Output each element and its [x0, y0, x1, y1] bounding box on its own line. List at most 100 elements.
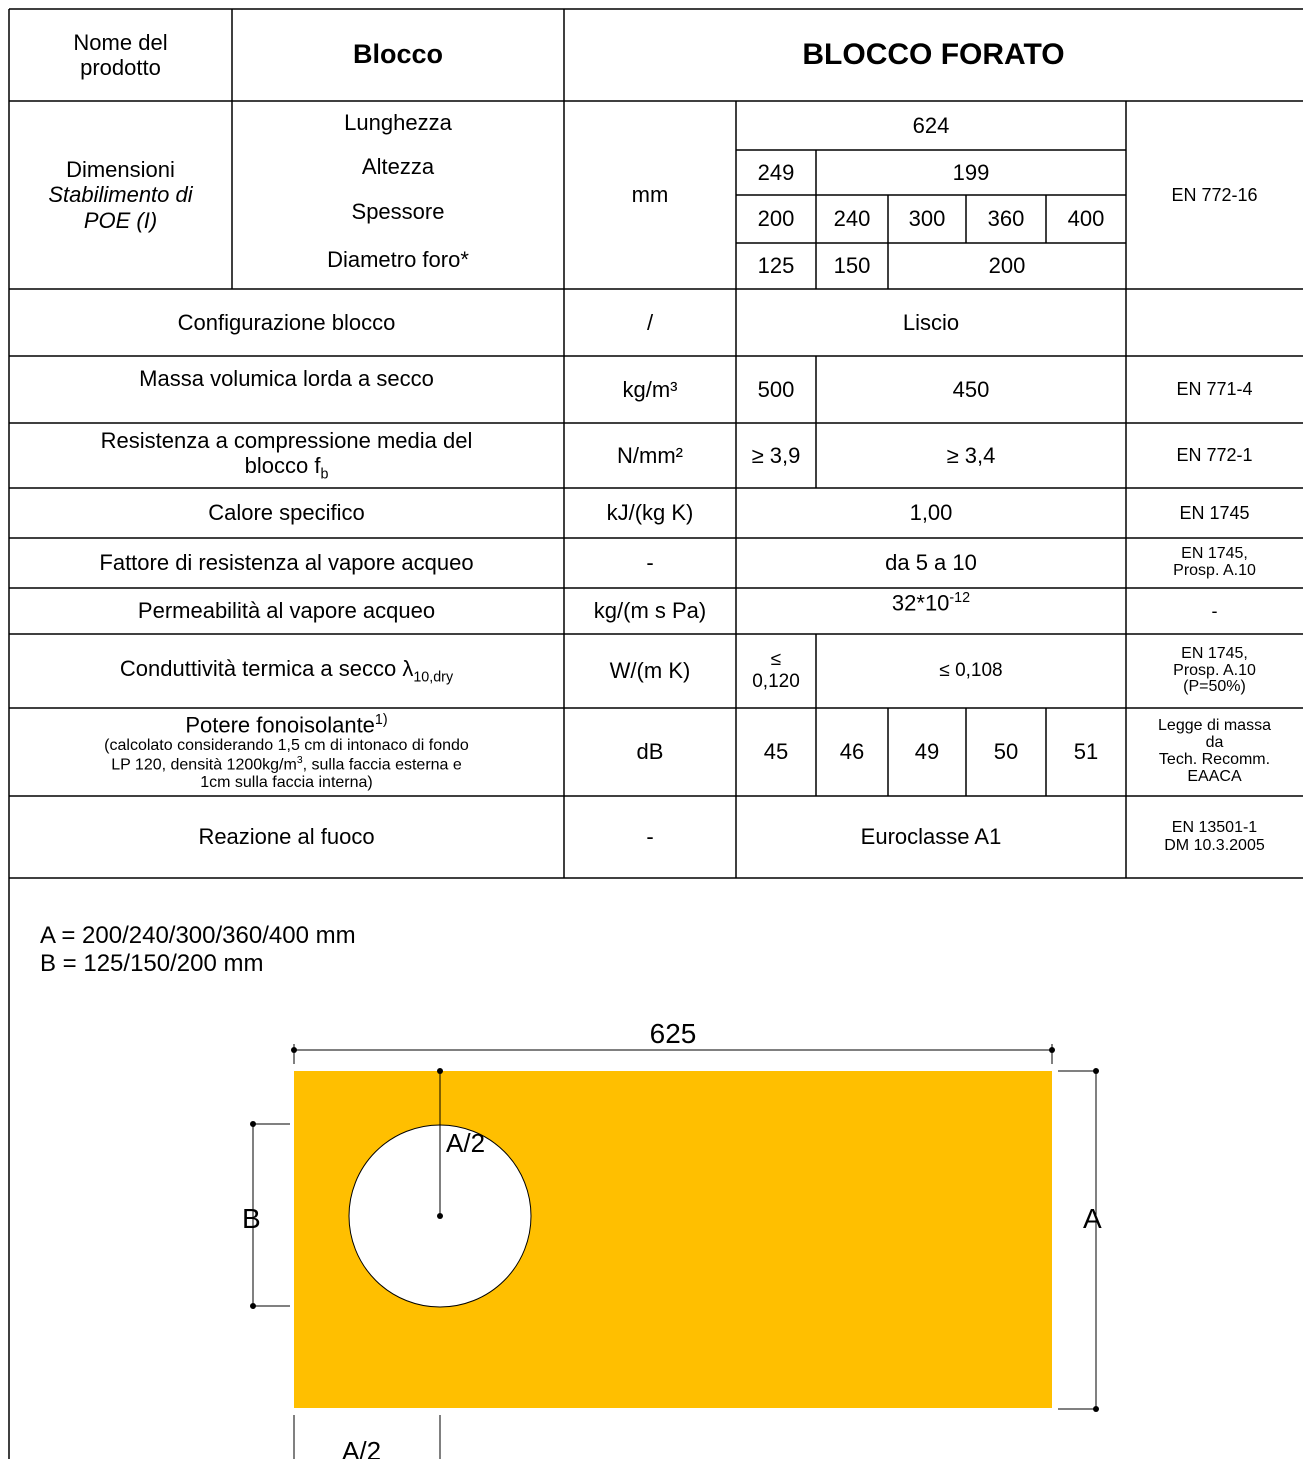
- prop-sound-note-line2-a: LP 120, densità 1200kg/m: [111, 756, 297, 774]
- prop-sound-standard-2: da: [1205, 734, 1224, 752]
- prop-conductivity-standard-3: (P=50%): [1183, 678, 1246, 696]
- prop-fire-unit: -: [646, 824, 654, 850]
- prop-compression-line2: blocco fb: [245, 453, 329, 483]
- dimension-dots: [250, 1047, 1099, 1412]
- prop-vapour-factor-name: Fattore di resistenza al vapore acqueo: [99, 550, 474, 576]
- product-name-label-text: Nome del prodotto: [73, 29, 168, 80]
- dimensions-section-label: Dimensioni Stabilimento di POE (I): [9, 101, 232, 289]
- prop-sound-standard-1: Legge di massa: [1158, 717, 1271, 735]
- prop-permeability-unit: kg/(m s Pa): [593, 598, 707, 624]
- legend-b: B = 125/150/200 mm: [40, 950, 264, 977]
- label-thickness: Spessore: [351, 199, 445, 225]
- prop-conductivity-name: Conduttività termica a secco λ10,dry: [9, 634, 564, 708]
- prop-sound-note-line2-b: , sulla faccia esterna e: [302, 756, 462, 774]
- prop-conductivity-subscript: 10,dry: [413, 669, 454, 686]
- prop-compression-standard: EN 772-1: [1176, 445, 1253, 466]
- prop-fire-standard-2: DM 10.3.2005: [1164, 837, 1265, 854]
- label-length: Lunghezza: [344, 110, 452, 136]
- prop-conductivity-value-1: ≤ 0,120: [736, 634, 816, 708]
- prop-conductivity-value-2: ≤ 0,108: [939, 660, 1003, 682]
- prop-permeability-value-text: 32*10-12: [892, 590, 970, 616]
- dimension-lines: [252, 1044, 1097, 1459]
- prop-density-standard: EN 771-4: [1176, 379, 1253, 400]
- prop-sound-standard: Legge di massa da Tech. Recomm. EAACA: [1126, 708, 1303, 796]
- prop-permeability-name: Permeabilità al vapore acqueo: [137, 598, 436, 624]
- prop-compression-subscript: b: [320, 466, 329, 483]
- prop-sound-note-line1: (calcolato considerando 1,5 cm di intona…: [104, 737, 469, 755]
- dimensions-unit: mm: [631, 182, 669, 208]
- prop-fire-value: Euroclasse A1: [860, 824, 1002, 850]
- thickness-value-4: 360: [987, 206, 1025, 232]
- prop-density-value-2: 450: [952, 376, 990, 402]
- prop-conductivity-label: Conduttività termica a secco λ: [119, 656, 414, 682]
- prop-sound-note-line2-sup: 3: [296, 754, 303, 766]
- prop-sound-note-line3: 1cm sulla faccia interna): [200, 773, 373, 791]
- prop-conductivity-standard-2: Prosp. A.10: [1173, 661, 1256, 679]
- prop-vapour-factor-standard-1: EN 1745,: [1181, 545, 1248, 563]
- prop-conductivity-standard-1: EN 1745,: [1181, 644, 1248, 662]
- prop-sound-insulation-name: Potere fonoisolante1) (calcolato conside…: [9, 708, 564, 796]
- drawing-label-b: B: [242, 1203, 261, 1234]
- legend-a: A = 200/240/300/360/400 mm: [40, 922, 356, 949]
- prop-density-value-1: 500: [757, 376, 795, 402]
- dimensions-title: Dimensioni: [66, 157, 175, 183]
- prop-specific-heat-standard: EN 1745: [1179, 502, 1250, 523]
- prop-specific-heat-name: Calore specifico: [208, 500, 365, 526]
- prop-permeability-exponent: -12: [949, 590, 971, 607]
- prop-conductivity-name-text: Conduttività termica a secco λ10,dry: [120, 656, 453, 686]
- prop-sound-standard-3: Tech. Recomm.: [1158, 751, 1271, 768]
- prop-configuration-unit: /: [646, 309, 654, 335]
- drawing-half-a-top: A/2: [446, 1128, 485, 1158]
- drawing-length-label: 625: [650, 1018, 697, 1049]
- prop-sound-standard-4: EAACA: [1187, 767, 1242, 785]
- prop-conductivity-standard: EN 1745, Prosp. A.10 (P=50%): [1126, 634, 1303, 708]
- prop-permeability-value: 32*10-12: [736, 588, 1126, 634]
- thickness-value-5: 400: [1067, 206, 1105, 232]
- prop-sound-value-1: 45: [763, 739, 789, 765]
- label-height: Altezza: [361, 154, 435, 180]
- drawing-half-a-bottom: A/2: [342, 1436, 381, 1459]
- prop-permeability-base: 32*10: [891, 590, 950, 616]
- label-hole-diameter: Diametro foro*: [327, 247, 469, 273]
- hole-value-3: 200: [988, 253, 1026, 279]
- prop-fire-standard: EN 13501-1 DM 10.3.2005: [1126, 796, 1303, 878]
- prop-compression-line2-text: blocco f: [244, 453, 321, 479]
- prop-vapour-factor-value: da 5 a 10: [885, 550, 977, 576]
- prop-compression-value-1: ≥ 3,9: [751, 442, 801, 468]
- prop-compression-name: Resistenza a compressione media del bloc…: [9, 423, 564, 488]
- prop-compression-unit: N/mm²: [617, 442, 683, 468]
- prop-density-name: Massa volumica lorda a secco: [139, 365, 434, 391]
- hole-value-2: 150: [833, 253, 871, 279]
- dimensions-standard: EN 772-16: [1171, 184, 1258, 205]
- prop-conductivity-unit: W/(m K): [609, 658, 691, 684]
- height-value-2: 199: [952, 159, 990, 185]
- prop-compression-line1: Resistenza a compressione media del: [100, 427, 473, 453]
- prop-configuration-value: Liscio: [902, 309, 960, 335]
- prop-sound-value-3: 49: [914, 739, 940, 765]
- height-value-1: 249: [757, 159, 795, 185]
- prop-sound-value-2: 46: [839, 739, 865, 765]
- prop-sound-unit: dB: [636, 739, 664, 765]
- prop-vapour-factor-standard: EN 1745, Prosp. A.10: [1126, 538, 1303, 588]
- prop-sound-note-line2: LP 120, densità 1200kg/m3, sulla faccia …: [111, 755, 462, 774]
- prop-fire-name: Reazione al fuoco: [198, 824, 375, 850]
- prop-permeability-standard: -: [1211, 600, 1218, 621]
- prop-sound-value-4: 50: [993, 739, 1019, 765]
- product-name-label: Nome del prodotto: [9, 9, 232, 101]
- prop-vapour-factor-unit: -: [646, 550, 654, 576]
- prop-sound-insulation-label: Potere fonoisolante: [185, 712, 375, 738]
- block-label: Blocco: [352, 39, 444, 70]
- prop-conductivity-value-1b: 0,120: [752, 671, 800, 692]
- hole-value-1: 125: [757, 253, 795, 279]
- thickness-value-2: 240: [833, 206, 871, 232]
- prop-specific-heat-unit: kJ/(kg K): [606, 500, 694, 526]
- prop-sound-insulation-footnote: 1): [374, 711, 388, 728]
- prop-sound-insulation-title: Potere fonoisolante1): [185, 711, 388, 738]
- prop-configuration-name: Configurazione blocco: [177, 309, 396, 335]
- prop-compression-value-2: ≥ 3,4: [946, 442, 996, 468]
- thickness-value-1: 200: [757, 206, 795, 232]
- prop-sound-value-5: 51: [1073, 739, 1099, 765]
